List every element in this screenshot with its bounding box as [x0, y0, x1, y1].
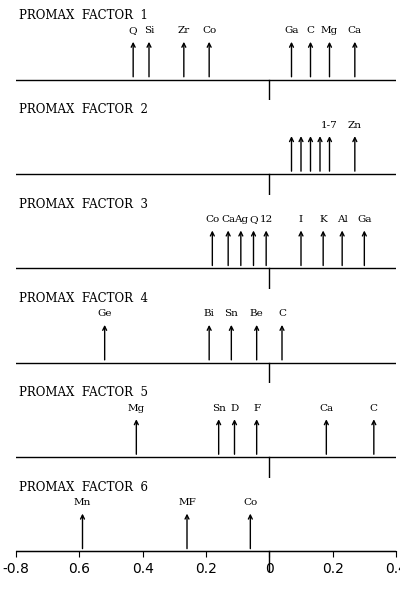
Text: PROMAX  FACTOR  5: PROMAX FACTOR 5 [19, 386, 148, 399]
Text: PROMAX  FACTOR  6: PROMAX FACTOR 6 [19, 480, 148, 493]
Text: Al: Al [337, 215, 348, 224]
Text: MF: MF [178, 498, 196, 507]
Text: Co: Co [243, 498, 258, 507]
Text: PROMAX  FACTOR  1: PROMAX FACTOR 1 [19, 9, 148, 22]
Text: C: C [370, 403, 378, 412]
Text: Mg: Mg [128, 403, 145, 412]
Text: Ca: Ca [348, 26, 362, 35]
Text: Ga: Ga [284, 26, 299, 35]
Text: Zr: Zr [178, 26, 190, 35]
Text: C: C [306, 26, 314, 35]
Text: Ga: Ga [357, 215, 372, 224]
Text: Si: Si [144, 26, 154, 35]
Text: Mn: Mn [74, 498, 91, 507]
Text: Co: Co [202, 26, 216, 35]
Text: F: F [253, 403, 260, 412]
Text: PROMAX  FACTOR  3: PROMAX FACTOR 3 [19, 197, 148, 210]
Text: Ge: Ge [98, 309, 112, 318]
Text: 1-7: 1-7 [321, 120, 338, 129]
Text: Be: Be [250, 309, 264, 318]
Text: Zn: Zn [348, 120, 362, 129]
Text: PROMAX  FACTOR  4: PROMAX FACTOR 4 [19, 292, 148, 305]
Text: Mg: Mg [321, 26, 338, 35]
Text: Q: Q [249, 215, 258, 224]
Text: Q: Q [129, 26, 138, 35]
Text: Ca: Ca [221, 215, 235, 224]
Text: Sn: Sn [224, 309, 238, 318]
Text: Ag: Ag [234, 215, 248, 224]
Text: 12: 12 [260, 215, 273, 224]
Text: Bi: Bi [204, 309, 215, 318]
Text: I: I [299, 215, 303, 224]
Text: Co: Co [205, 215, 220, 224]
Text: C: C [278, 309, 286, 318]
Text: PROMAX  FACTOR  2: PROMAX FACTOR 2 [19, 103, 148, 116]
Text: D: D [230, 403, 239, 412]
Text: Ca: Ca [319, 403, 333, 412]
Text: Sn: Sn [212, 403, 226, 412]
Text: K: K [319, 215, 327, 224]
